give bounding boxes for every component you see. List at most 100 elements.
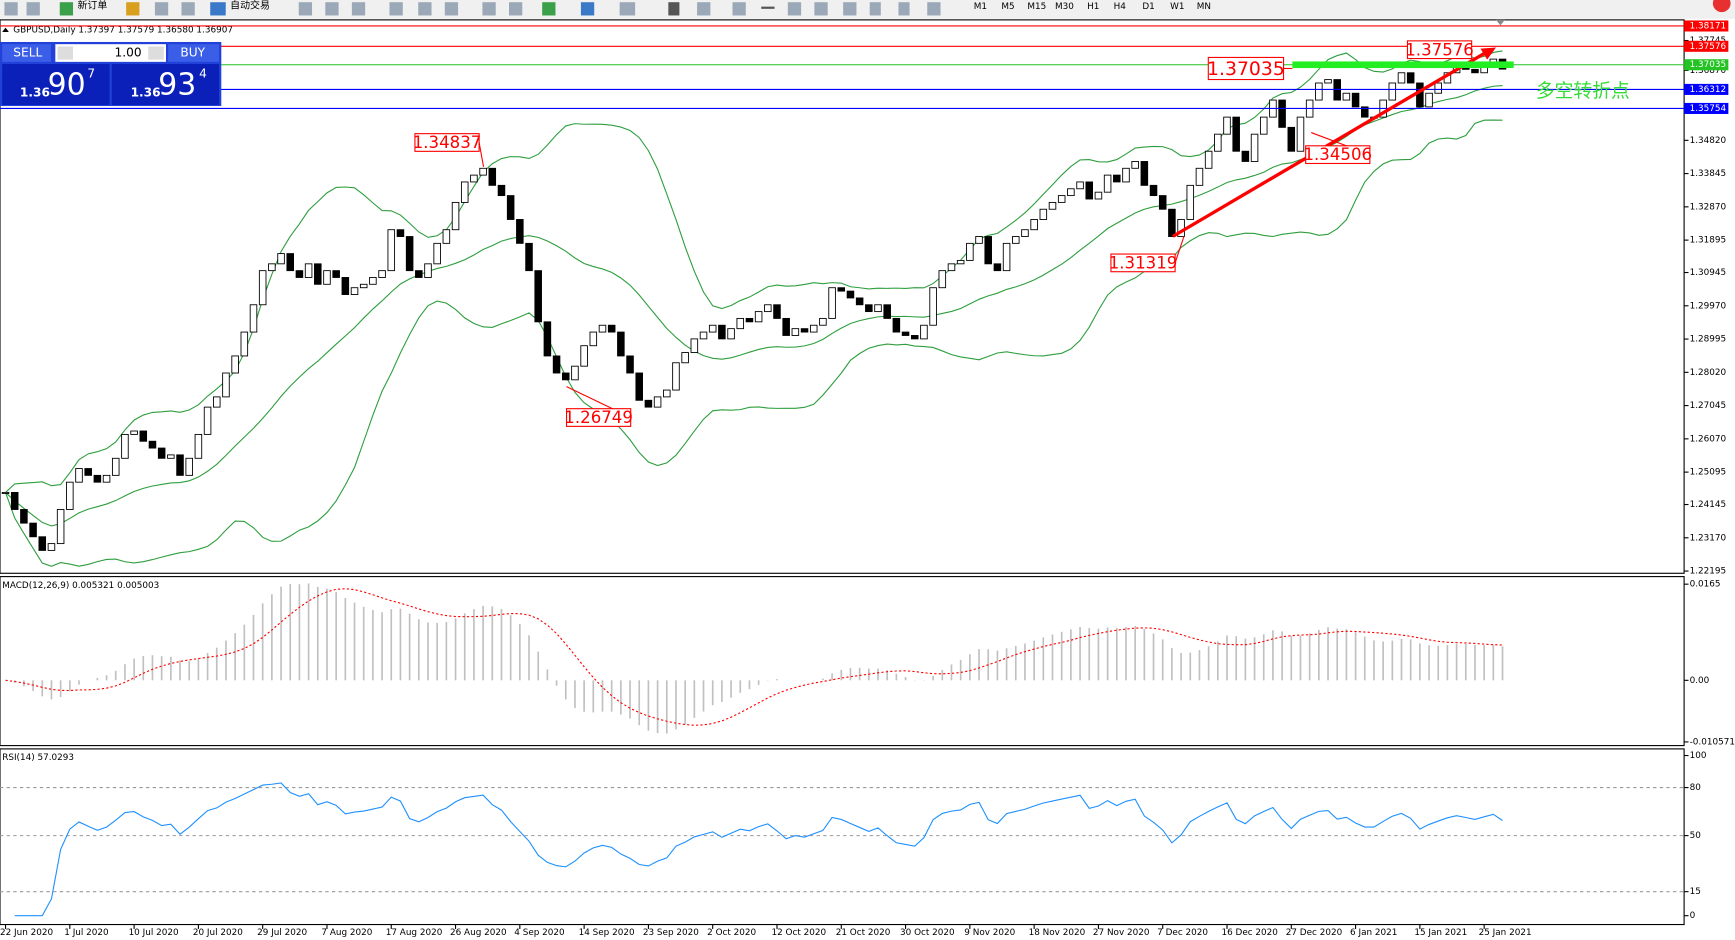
y-tick-label: 1.33845: [1690, 169, 1727, 179]
y-tick-label: 50: [1690, 831, 1702, 841]
annotation-label: 1.37035: [1207, 59, 1285, 80]
annotation-note: 多空转折点: [1536, 80, 1630, 102]
candle: [56, 509, 65, 545]
timeframe-button[interactable]: H1: [1087, 2, 1099, 12]
timeframe-button[interactable]: H4: [1114, 2, 1127, 12]
auto-trading-button[interactable]: 自动交易: [230, 0, 270, 12]
timeframe-button[interactable]: M1: [974, 2, 987, 12]
candle: [1186, 184, 1195, 220]
candle: [1195, 167, 1204, 186]
candle: [1232, 116, 1240, 152]
x-tick-label: 17 Aug 2020: [386, 928, 443, 938]
trade-panel: SELL 1.00 BUY 1.36 90 7 1.36 93 4: [0, 41, 222, 107]
candle: [874, 304, 882, 313]
candle: [157, 447, 166, 459]
new-order-button[interactable]: 新订单: [77, 0, 107, 12]
candle: [653, 396, 662, 408]
toolbar: [0, 0, 1735, 19]
sell-button[interactable]: [2, 44, 51, 62]
x-tick-label: 6 Jan 2021: [1350, 928, 1397, 938]
candle: [690, 338, 699, 353]
annotation-box: [414, 133, 480, 152]
candle: [663, 389, 671, 398]
candle: [1204, 150, 1213, 169]
trend-line: [1172, 51, 1486, 238]
y-tick-label: 1.27045: [1690, 401, 1727, 411]
candle: [75, 468, 83, 483]
trend-arrowhead: [1480, 47, 1496, 60]
candle: [47, 543, 56, 551]
timeframes: M1 M5 M15 M30 H1 H4 D1 W1 MN: [974, 2, 1211, 12]
candle: [910, 335, 919, 340]
candle: [38, 536, 47, 551]
x-tick-label: 16 Dec 2020: [1221, 928, 1278, 938]
candle: [1140, 161, 1149, 186]
sell-label: SELL: [13, 46, 42, 60]
candle: [1388, 82, 1397, 101]
candle: [1259, 116, 1268, 135]
candle: [111, 457, 120, 476]
y-tick-label: 1.25095: [1690, 468, 1727, 478]
y-tick-label: 100: [1690, 751, 1707, 761]
toolbar-icons: [4, 0, 1731, 16]
candle: [1002, 242, 1011, 272]
candle: [240, 331, 249, 357]
candle: [525, 242, 533, 272]
candle: [1471, 68, 1479, 74]
candle: [773, 304, 781, 319]
candle: [617, 331, 625, 357]
header-arrow: [2, 27, 9, 33]
candle: [1076, 181, 1084, 190]
candle: [424, 263, 432, 278]
candle: [10, 491, 19, 510]
timeframe-button[interactable]: M15: [1027, 2, 1046, 12]
candle: [451, 201, 460, 231]
candle: [314, 263, 322, 285]
buy-button[interactable]: [168, 44, 220, 62]
candle: [194, 433, 203, 459]
candle: [938, 270, 947, 289]
annotation-box: [1406, 40, 1473, 60]
timeframe-button[interactable]: M30: [1055, 2, 1074, 12]
candle: [139, 430, 148, 442]
y-tick-label: 1.34820: [1690, 136, 1727, 146]
candle: [1039, 208, 1048, 220]
candle: [984, 236, 992, 265]
candle: [1324, 79, 1332, 84]
lot-value: 1.00: [115, 46, 142, 60]
y-tick-label: 0: [1690, 911, 1696, 921]
candle: [920, 324, 928, 340]
indicator-title: RSI(14) 57.0293: [2, 753, 74, 763]
candle: [1250, 133, 1259, 162]
candle: [1158, 195, 1167, 210]
candle: [121, 433, 129, 459]
candle: [323, 270, 331, 285]
candle: [589, 331, 598, 347]
candle: [644, 399, 653, 408]
candle: [947, 263, 956, 272]
candle: [598, 324, 607, 333]
x-tick-label: 22 Jun 2020: [0, 928, 54, 938]
candle: [433, 242, 441, 265]
candle: [405, 236, 414, 272]
candle: [708, 324, 717, 333]
candle: [442, 229, 451, 244]
y-tick-label: 1.32870: [1690, 202, 1727, 212]
timeframe-button[interactable]: W1: [1170, 2, 1184, 12]
price-level-tag: [1684, 59, 1729, 71]
y-tick-label: 80: [1690, 783, 1702, 793]
lot-input[interactable]: [55, 44, 166, 62]
candle: [167, 454, 175, 459]
candle: [488, 167, 497, 186]
candle: [1012, 236, 1020, 244]
y-tick-label: 1.26070: [1690, 434, 1727, 444]
y-tick-label: 0.00: [1690, 676, 1710, 686]
timeframe-button[interactable]: MN: [1197, 2, 1211, 12]
candle: [415, 270, 423, 278]
timeframe-button[interactable]: D1: [1142, 2, 1154, 12]
sell-price-main: 90: [48, 68, 86, 103]
candle: [479, 167, 487, 176]
price-level-label: 1.35754: [1690, 104, 1727, 114]
timeframe-button[interactable]: M5: [1001, 2, 1014, 12]
candle: [718, 324, 726, 340]
